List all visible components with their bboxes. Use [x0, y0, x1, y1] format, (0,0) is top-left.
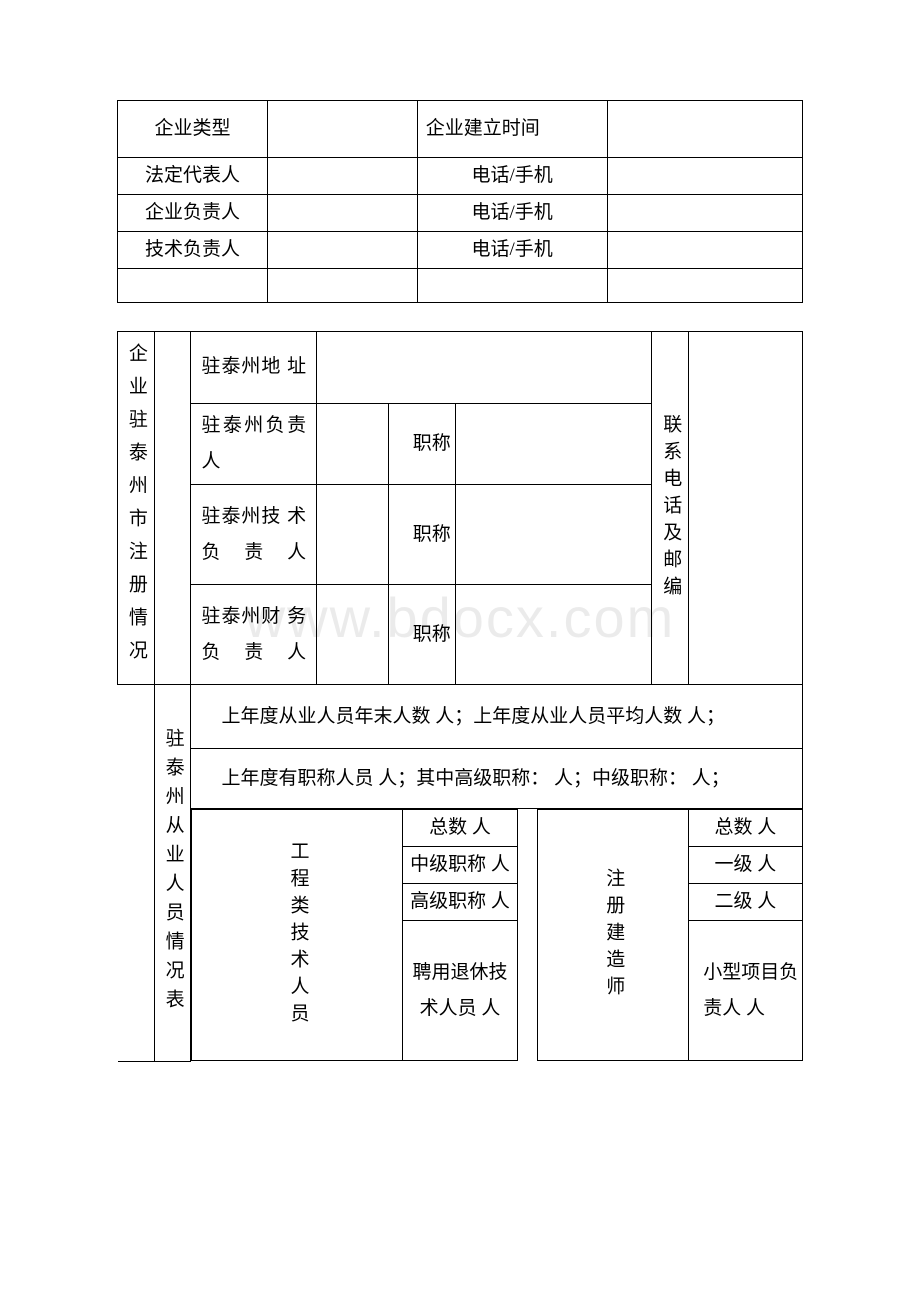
label-tech-head-phone: 电话/手机: [417, 232, 607, 269]
label-contact: 联系电话及邮编: [652, 332, 689, 685]
value-legal-rep-phone: [607, 158, 803, 195]
gap-column: [517, 810, 538, 1061]
label-contact-text: 联系电话及邮编: [655, 414, 685, 603]
bld-row-small: 小型项目负责人 人: [689, 921, 802, 1061]
value-contact: [689, 332, 803, 685]
enterprise-basic-table: 企业类型 企业建立时间 法定代表人 电话/手机 企业负责人 电话/手机 技术负责…: [117, 100, 803, 303]
blank-row-3: [417, 269, 607, 303]
value-enterprise-head-phone: [607, 195, 803, 232]
label-establish-time-text: 企业建立时间: [418, 107, 607, 151]
label-tech-head: 技术负责人: [118, 232, 268, 269]
bld-row-total: 总数 人: [689, 810, 802, 847]
value-taizhou-tech-head: [317, 485, 389, 585]
side-label-staff: 驻泰州从业人员情况表: [154, 685, 191, 1062]
side-label-registration-text: 企业驻泰州市注册情况: [121, 343, 151, 673]
staff-line-1: 上年度从业人员年末人数 人；上年度从业人员平均人数 人；: [191, 685, 803, 749]
blank-row-4: [607, 269, 803, 303]
label-establish-time: 企业建立时间: [417, 101, 607, 158]
blank-row-1: [118, 269, 268, 303]
label-enterprise-type: 企业类型: [118, 101, 268, 158]
label-title-1: 职称: [389, 404, 455, 485]
side-label-builder: 注册建造师: [538, 810, 689, 1061]
value-tech-head-phone: [607, 232, 803, 269]
blank-row-2: [267, 269, 417, 303]
side-label-staff-text: 驻泰州从业人员情况表: [158, 728, 188, 1018]
label-taizhou-address: 驻泰州地 址: [191, 332, 317, 404]
value-legal-rep: [267, 158, 417, 195]
side-label-eng-tech: 工程类技术人员: [192, 810, 403, 1061]
eng-row-high: 高级职称 人: [403, 884, 517, 921]
value-enterprise-head: [267, 195, 417, 232]
value-taizhou-head: [317, 404, 389, 485]
bld-row-l1: 一级 人: [689, 847, 802, 884]
label-title-3: 职称: [389, 585, 455, 685]
side-label-registration: 企业驻泰州市注册情况: [118, 332, 155, 685]
staff-line-2: 上年度有职称人员 人；其中高级职称： 人；中级职称： 人；: [191, 749, 803, 809]
value-establish-time: [607, 101, 803, 158]
label-legal-rep-phone: 电话/手机: [417, 158, 607, 195]
label-legal-rep: 法定代表人: [118, 158, 268, 195]
eng-row-retired: 聘用退休技术人员 人: [403, 921, 517, 1061]
label-taizhou-finance-head: 驻泰州财 务负责人: [191, 585, 317, 685]
value-title-1: [455, 404, 652, 485]
value-title-2: [455, 485, 652, 585]
label-title-2: 职称: [389, 485, 455, 585]
label-taizhou-head: 驻泰州负责人: [191, 404, 317, 485]
bld-row-l2: 二级 人: [689, 884, 802, 921]
registration-staff-table: 企业驻泰州市注册情况 驻泰州地 址 联系电话及邮编 驻泰州负责人 职称 驻泰州技…: [117, 331, 803, 1062]
label-enterprise-head-phone: 电话/手机: [417, 195, 607, 232]
side-label-eng-tech-text: 工程类技术人员: [282, 841, 312, 1030]
value-tech-head: [267, 232, 417, 269]
value-taizhou-address: [317, 332, 652, 404]
value-taizhou-finance-head: [317, 585, 389, 685]
eng-row-mid: 中级职称 人: [403, 847, 517, 884]
eng-row-total: 总数 人: [403, 810, 517, 847]
label-enterprise-head: 企业负责人: [118, 195, 268, 232]
value-enterprise-type: [267, 101, 417, 158]
value-title-3: [455, 585, 652, 685]
label-taizhou-tech-head: 驻泰州技 术负责人: [191, 485, 317, 585]
side-label-builder-text: 注册建造师: [598, 868, 628, 1003]
